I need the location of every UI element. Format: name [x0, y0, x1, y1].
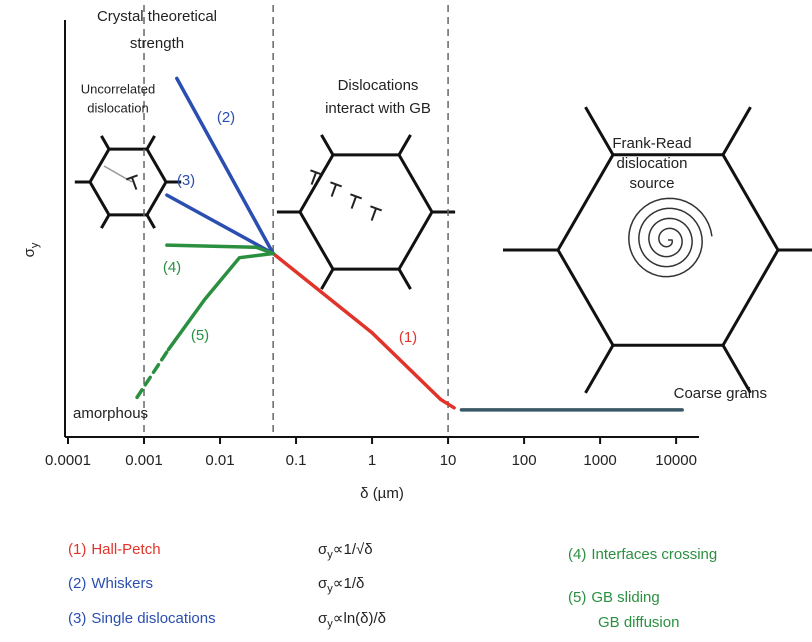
- formula-symbol: σ: [318, 575, 328, 592]
- grain: [88, 147, 168, 217]
- series-line: [135, 347, 171, 400]
- legend-entry: (3) Single dislocations: [68, 610, 216, 627]
- frank-read-spiral: [628, 197, 713, 278]
- line-name: amorphous: [73, 405, 148, 422]
- formula-symbol: σ: [318, 610, 328, 627]
- legend-name: Hall-Petch: [91, 541, 160, 558]
- series-line: [165, 243, 275, 256]
- illustrations: [74, 106, 812, 394]
- legend-name: Interfaces crossing: [591, 546, 717, 563]
- dislocation: [330, 181, 343, 197]
- dislocation-stem: [310, 172, 317, 185]
- dislocation: [370, 205, 383, 221]
- legend-entry: (4) Interfaces crossing: [568, 546, 717, 563]
- legend-entry: (2) Whiskers: [68, 575, 153, 592]
- grain-boundary: [584, 106, 615, 156]
- legend-tag: (2): [68, 575, 86, 592]
- annotation: dislocation: [617, 155, 688, 172]
- x-tick-label: 10000: [655, 452, 697, 469]
- grain-boundary: [397, 134, 412, 156]
- annotation: Uncorrelated: [81, 81, 155, 96]
- y-subscript: y: [29, 242, 41, 248]
- formula-rest: ∝1/δ: [333, 575, 365, 592]
- legend-entry: (5) GB sliding: [568, 589, 660, 606]
- grain-boundary: [397, 268, 412, 290]
- grain-boundary: [145, 214, 156, 229]
- formula-subscript: y: [327, 583, 333, 595]
- annotation: strength: [130, 35, 184, 52]
- x-tick-label: 0.0001: [45, 452, 91, 469]
- dislocation-stem: [350, 196, 357, 209]
- grain-boundary: [100, 135, 111, 150]
- x-tick-label: 100: [512, 452, 537, 469]
- series-line: [271, 251, 456, 410]
- formula-subscript: y: [327, 549, 333, 561]
- dislocation-stem: [131, 177, 138, 190]
- legend-name: GB sliding: [591, 589, 659, 606]
- x-tick-label: 1000: [583, 452, 616, 469]
- x-tick-label: 1: [368, 452, 376, 469]
- legend-formula: σy∝ln(δ)/δ: [318, 610, 386, 630]
- series-line: [165, 193, 275, 256]
- line-tag: (3): [177, 172, 195, 189]
- grain-boundary: [721, 344, 752, 394]
- grain: [298, 153, 434, 271]
- grain-boundary: [584, 344, 615, 394]
- dislocation-stem: [330, 184, 337, 197]
- legend-tag: (5): [568, 589, 586, 606]
- line-name: Coarse grains: [674, 385, 767, 402]
- formula-subscript: y: [327, 618, 333, 630]
- x-tick-label: 0.01: [205, 452, 234, 469]
- legend-tag: (1): [68, 541, 86, 558]
- annotation: Frank-Read: [612, 135, 691, 152]
- x-tick-label: 0.1: [286, 452, 307, 469]
- grain-boundary: [100, 214, 111, 229]
- legend-note: GB diffusion: [598, 614, 679, 631]
- y-axis-label: σy: [21, 242, 41, 257]
- x-tick-label: 0.001: [125, 452, 163, 469]
- legend-tag: (3): [68, 610, 86, 627]
- grain-boundary: [320, 134, 335, 156]
- line-tag: (4): [163, 259, 181, 276]
- formula-rest: ∝1/√δ: [333, 541, 373, 558]
- legend-name: Single dislocations: [91, 610, 215, 627]
- annotation: Crystal theoretical: [97, 8, 217, 25]
- x-tick-label: 10: [440, 452, 457, 469]
- series-line: [175, 76, 275, 256]
- legend-formula: σy∝1/√δ: [318, 541, 373, 561]
- grain-boundary: [145, 135, 156, 150]
- legend-formula: σy∝1/δ: [318, 575, 364, 595]
- annotation: interact with GB: [325, 100, 431, 117]
- formula-rest: ∝ln(δ)/δ: [333, 610, 386, 627]
- legend-tag: (4): [568, 546, 586, 563]
- dislocation: [125, 174, 138, 190]
- dislocation: [310, 169, 323, 185]
- formula-symbol: σ: [318, 541, 328, 558]
- line-tag: (2): [217, 109, 235, 126]
- annotation: dislocation: [87, 100, 148, 115]
- grain-boundary: [721, 106, 752, 156]
- annotation: source: [629, 175, 674, 192]
- dislocation: [350, 193, 363, 209]
- grain-boundary: [320, 268, 335, 290]
- annotation: Dislocations: [338, 77, 419, 94]
- x-axis-label: δ (µm): [360, 485, 404, 502]
- line-tag: (1): [399, 329, 417, 346]
- series-line: [166, 251, 275, 352]
- legend-name: Whiskers: [91, 575, 153, 592]
- line-tag: (5): [191, 327, 209, 344]
- dislocation-stem: [370, 208, 377, 221]
- y-symbol: σ: [21, 247, 38, 257]
- legend-entry: (1) Hall-Petch: [68, 541, 161, 558]
